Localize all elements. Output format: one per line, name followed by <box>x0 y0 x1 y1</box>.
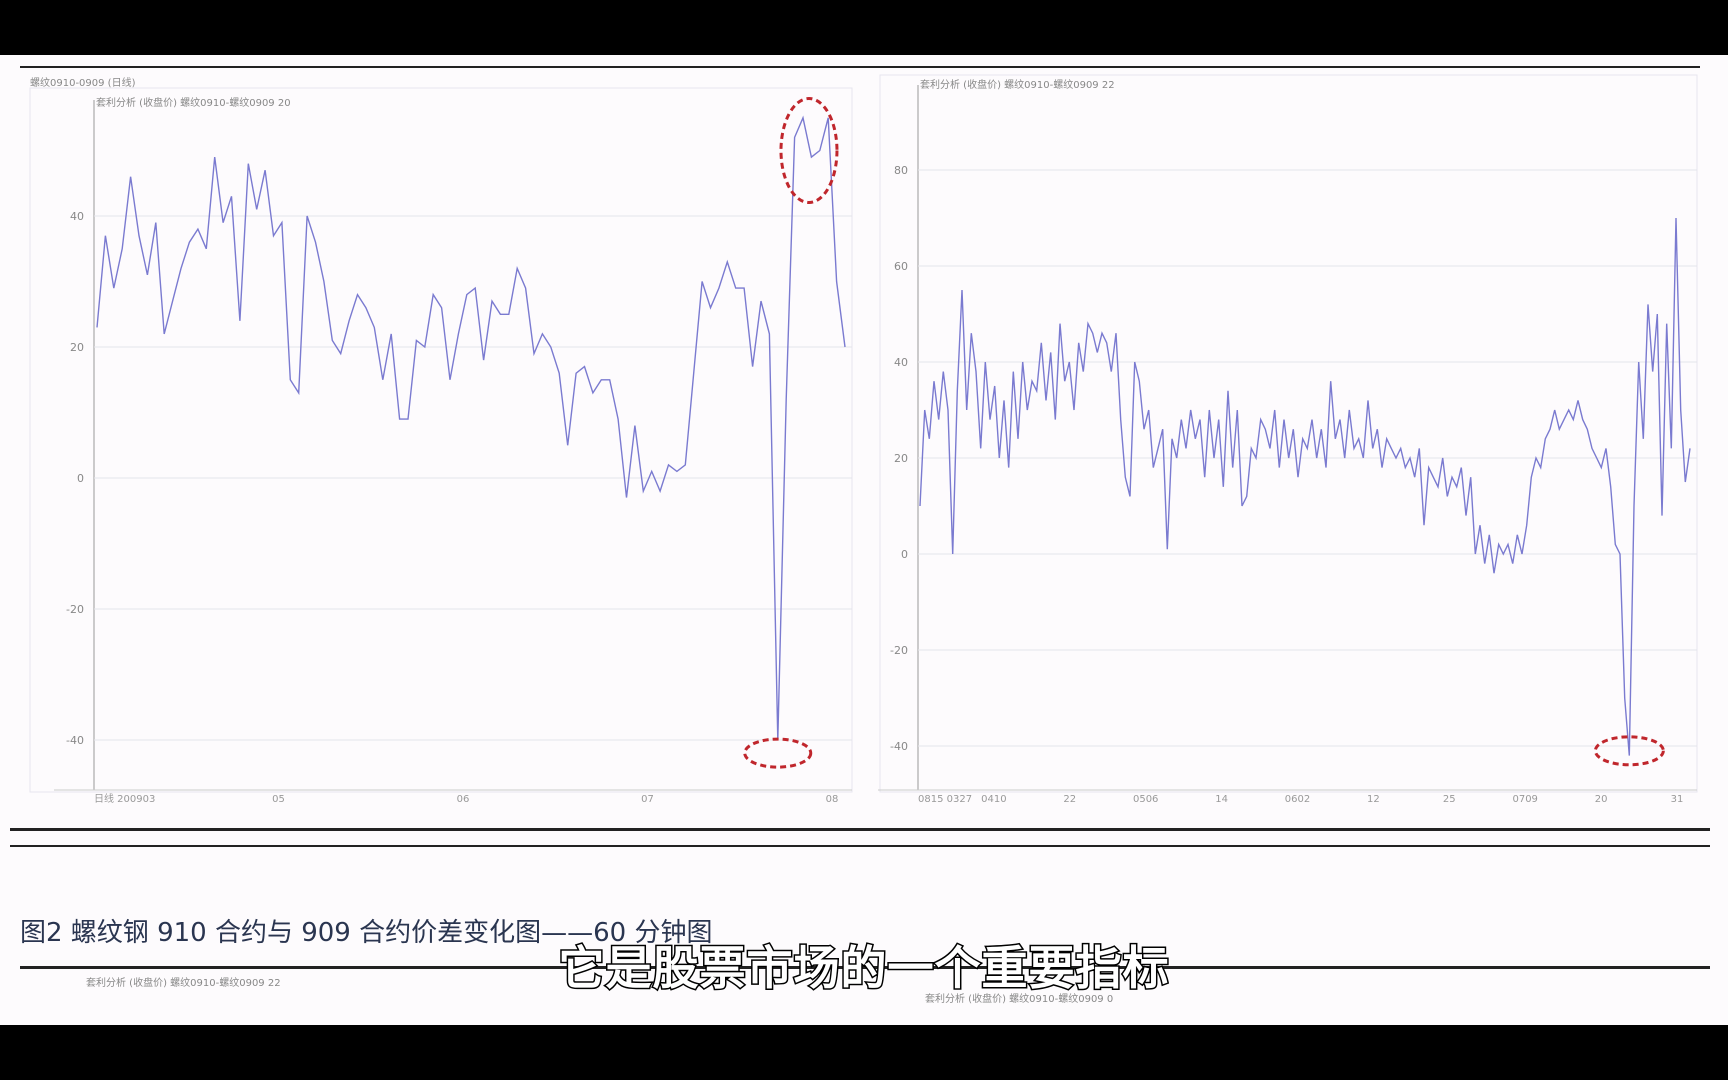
y-tick-label: -20 <box>890 644 908 657</box>
y-tick-label: 20 <box>894 452 908 465</box>
x-tick-label: 07 <box>641 794 654 805</box>
x-tick-label: 08 <box>826 794 839 805</box>
x-tick-label: 22 <box>1063 794 1076 805</box>
y-tick-label: 40 <box>70 210 84 223</box>
y-tick-label: 40 <box>894 356 908 369</box>
page-rule-top <box>20 66 1700 68</box>
spread-line <box>96 115 846 741</box>
x-tick-label: 31 <box>1671 794 1684 805</box>
x-tick-label: 日线 200903 <box>94 792 155 805</box>
x-tick-label: 20 <box>1595 794 1608 805</box>
x-tick-label: 14 <box>1215 794 1228 805</box>
y-tick-label: -20 <box>66 603 84 616</box>
video-subtitle: 它是股票市场的一个重要指标 <box>557 940 1170 997</box>
y-tick-label: 0 <box>901 548 908 561</box>
y-tick-label: 20 <box>70 341 84 354</box>
y-tick-label: -40 <box>66 734 84 747</box>
y-tick-label: 0 <box>77 472 84 485</box>
x-tick-label: 0602 <box>1285 794 1310 805</box>
video-letterbox-bottom <box>0 1025 1728 1080</box>
figure-caption: 图2 螺纹钢 910 合约与 909 合约价差变化图——60 分钟图 <box>20 918 713 948</box>
left-chart-title: 套利分析 (收盘价) 螺纹0910-螺纹0909 20 <box>96 98 291 109</box>
peak-annotation-ellipse <box>779 97 839 204</box>
trough-annotation-ellipse <box>743 737 813 769</box>
spread-line <box>919 217 1691 756</box>
page-rule-middle <box>10 828 1710 831</box>
y-tick-label: 60 <box>894 260 908 273</box>
right-chart-title: 套利分析 (收盘价) 螺纹0910-螺纹0909 22 <box>920 80 1115 91</box>
trough-annotation-ellipse <box>1593 735 1665 767</box>
x-tick-label: 0815 0327 <box>918 794 972 805</box>
x-tick-label: 0506 <box>1133 794 1158 805</box>
chart-frame <box>879 74 1698 793</box>
left-window-title: 螺纹0910-0909 (日线) <box>30 78 136 89</box>
y-tick-label: 80 <box>894 164 908 177</box>
y-tick-label: -40 <box>890 740 908 753</box>
x-tick-label: 0709 <box>1512 794 1537 805</box>
x-tick-label: 06 <box>457 794 470 805</box>
chart-frame <box>29 87 853 793</box>
x-tick-label: 12 <box>1367 794 1380 805</box>
page-rule-middle-2 <box>10 845 1710 847</box>
video-letterbox-top <box>0 0 1728 55</box>
lower-right-header: 套利分析 (收盘价) 螺纹0910-螺纹0909 0 <box>925 994 1114 1005</box>
lower-left-header: 套利分析 (收盘价) 螺纹0910-螺纹0909 22 <box>86 978 281 989</box>
x-tick-label: 0410 <box>981 794 1006 805</box>
x-tick-label: 05 <box>272 794 285 805</box>
x-tick-label: 25 <box>1443 794 1456 805</box>
page-rule-lower <box>20 966 1710 969</box>
